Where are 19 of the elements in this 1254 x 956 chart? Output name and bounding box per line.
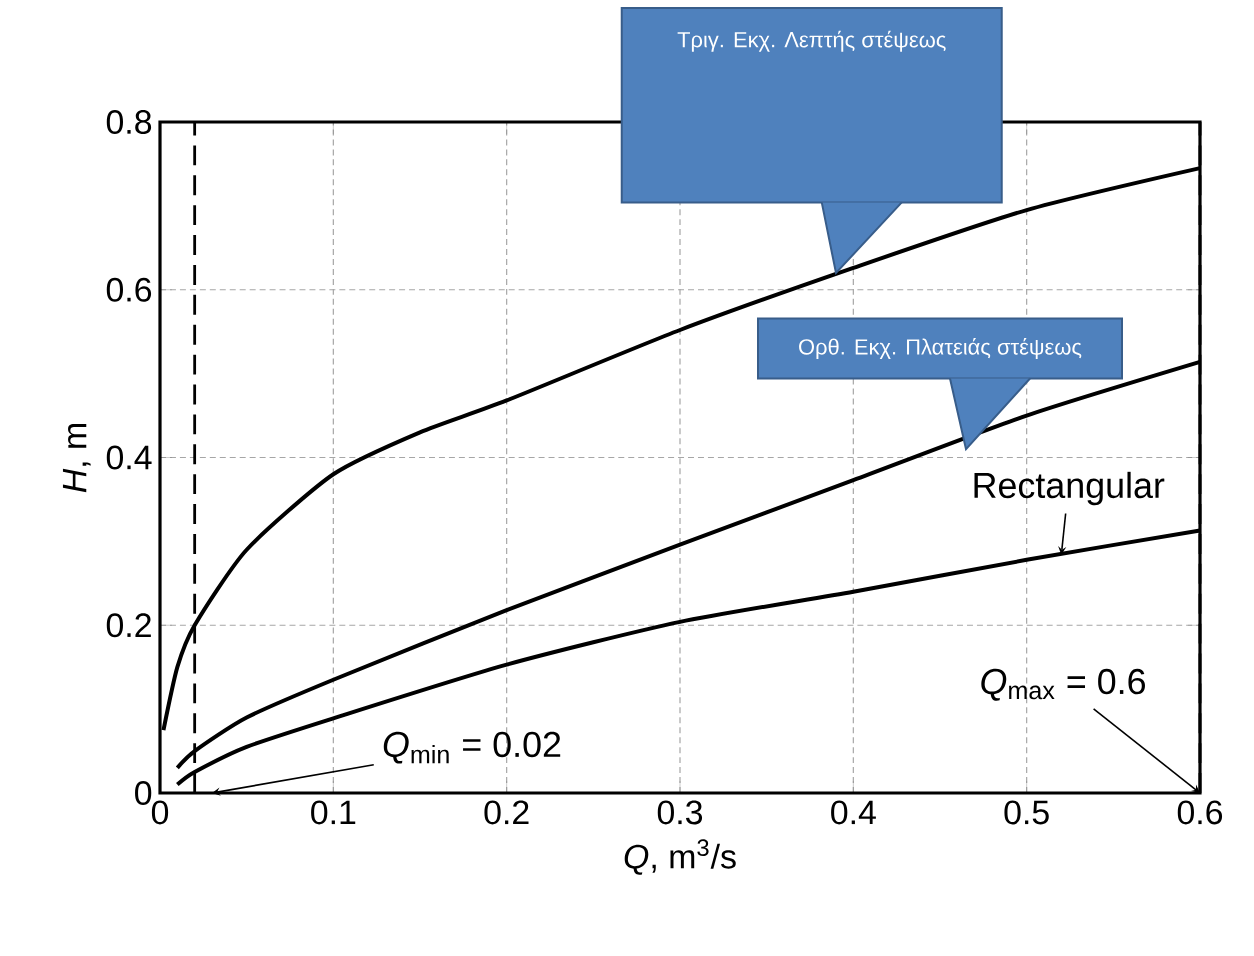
x-tick-label: 0.1 bbox=[311, 800, 356, 825]
annotation: Rectangular bbox=[974, 471, 1165, 506]
text: Τριγ. Εκχ. Λεπτής στέψεως bbox=[677, 30, 946, 52]
annotation: Q$_{min}$ = 0.02 bbox=[383, 731, 561, 764]
x-tick-label: 0.4 bbox=[831, 800, 876, 825]
x-tick-label: 0.3 bbox=[657, 800, 703, 825]
x-axis-title: Q, m$^{3}$/s bbox=[624, 839, 736, 875]
y-axis-title: H, m bbox=[62, 423, 91, 493]
y-tick-label: 0.4 bbox=[106, 445, 152, 470]
y-tick-label: 0.2 bbox=[106, 613, 151, 638]
x-tick-label: 0.5 bbox=[1004, 800, 1049, 825]
x-tick-label: 0 bbox=[151, 800, 169, 825]
x-tick-label: 0.6 bbox=[1177, 800, 1223, 825]
y-tick-label: 0.8 bbox=[106, 110, 152, 134]
y-tick-label: 0 bbox=[135, 781, 152, 805]
y-tick-label: 0.6 bbox=[106, 277, 152, 302]
annotation: Q$_{max}$ = 0.6 bbox=[981, 668, 1145, 701]
x-tick-label: 0.2 bbox=[484, 800, 529, 825]
annotation: Ορθ. Εκχ. Πλατειάς στέψεως bbox=[799, 337, 1082, 359]
